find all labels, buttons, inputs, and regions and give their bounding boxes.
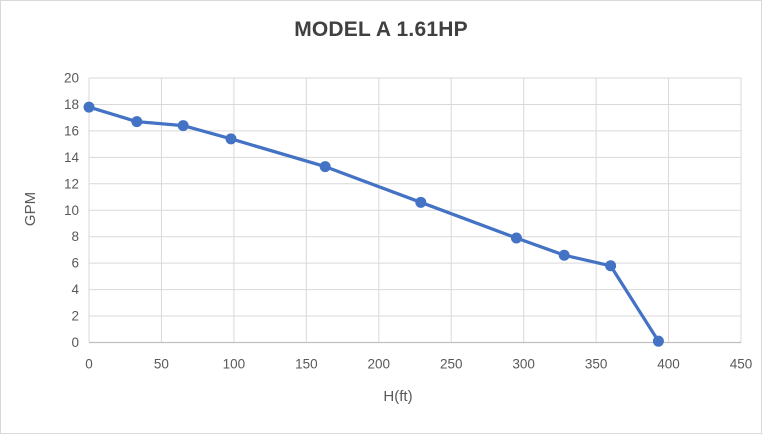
x-tick-label: 450 bbox=[730, 357, 753, 372]
y-tick-label: 14 bbox=[64, 150, 80, 165]
y-tick-label: 8 bbox=[71, 229, 79, 244]
x-tick-label: 200 bbox=[368, 357, 391, 372]
x-tick-label: 100 bbox=[223, 357, 246, 372]
data-point-marker bbox=[605, 260, 617, 272]
x-axis-label: H(ft) bbox=[383, 388, 413, 405]
data-point-marker bbox=[225, 133, 237, 145]
data-point-marker bbox=[83, 101, 95, 113]
y-tick-label: 4 bbox=[71, 282, 79, 297]
x-tick-label: 250 bbox=[440, 357, 463, 372]
x-tick-label: 50 bbox=[154, 357, 169, 372]
x-tick-label: 0 bbox=[85, 357, 93, 372]
data-point-marker bbox=[319, 161, 331, 173]
y-tick-label: 2 bbox=[71, 309, 79, 324]
data-point-marker bbox=[177, 120, 189, 132]
x-tick-label: 150 bbox=[295, 357, 318, 372]
data-point-marker bbox=[510, 232, 522, 244]
chart-title: MODEL A 1.61HP bbox=[294, 18, 468, 41]
series-line bbox=[87, 105, 661, 343]
x-tick-label: 400 bbox=[657, 357, 680, 372]
data-point-marker bbox=[415, 196, 427, 208]
y-tick-label: 18 bbox=[64, 97, 79, 112]
y-tick-label: 10 bbox=[64, 203, 79, 218]
y-tick-label: 20 bbox=[64, 71, 79, 86]
x-tick-label: 300 bbox=[512, 357, 535, 372]
x-tick-label: 350 bbox=[585, 357, 608, 372]
y-tick-label: 16 bbox=[64, 123, 79, 138]
y-tick-label: 6 bbox=[71, 256, 79, 271]
data-point-marker bbox=[652, 335, 664, 347]
data-point-marker bbox=[558, 249, 570, 261]
y-tick-label: 12 bbox=[64, 176, 79, 191]
y-tick-label: 0 bbox=[71, 335, 79, 350]
data-point-marker bbox=[131, 116, 143, 128]
y-axis-label: GPM bbox=[22, 191, 39, 227]
